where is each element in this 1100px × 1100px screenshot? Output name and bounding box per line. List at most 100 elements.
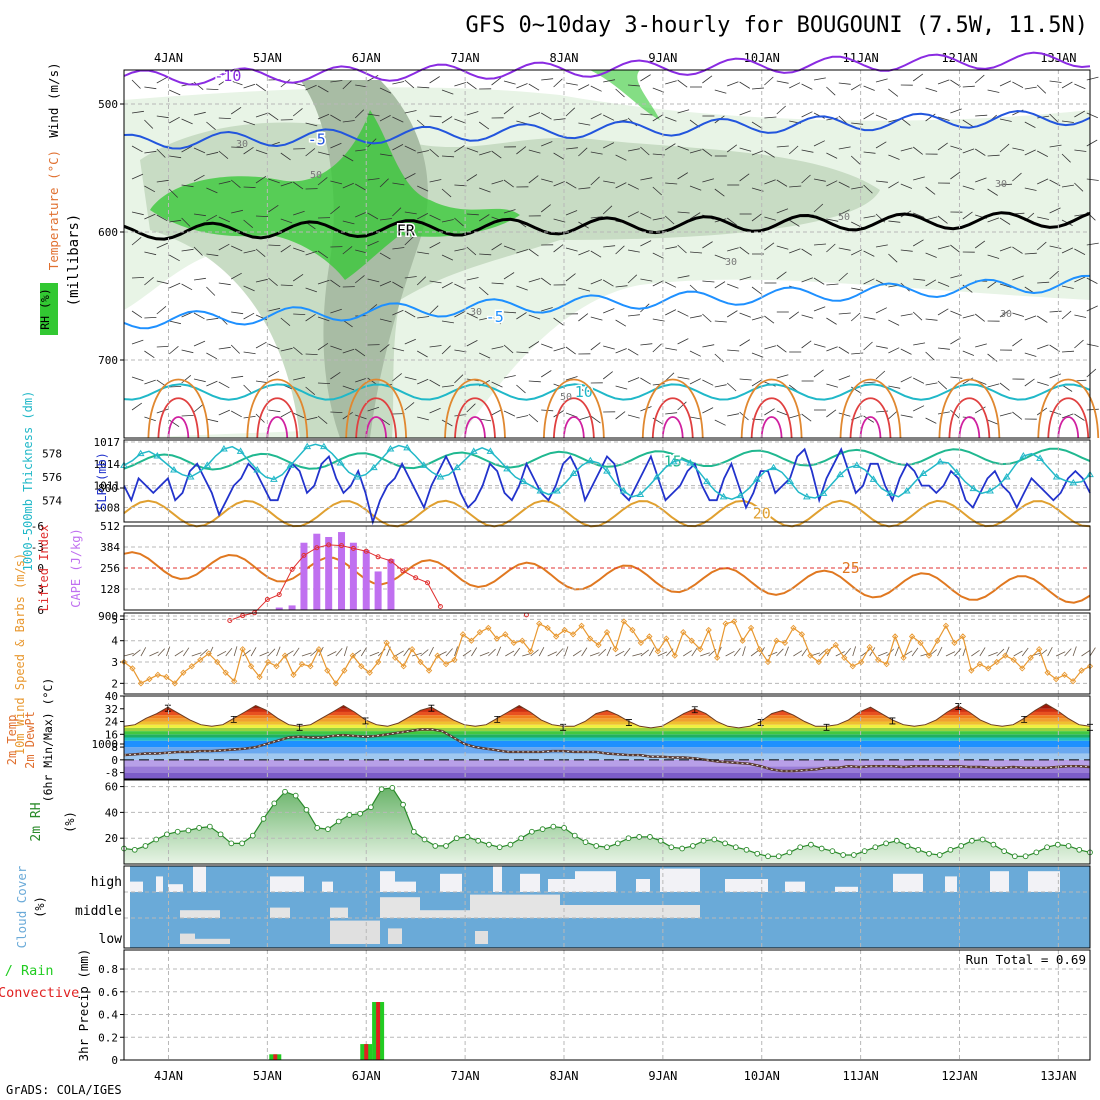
cloud-high-block <box>1028 871 1060 892</box>
rh-marker <box>529 828 535 835</box>
rh-marker <box>872 844 879 851</box>
wind-barb <box>330 80 343 83</box>
wind-barb <box>1047 647 1053 657</box>
wind-barb <box>912 146 923 155</box>
wind-barb <box>193 147 206 154</box>
wind-barb <box>875 114 888 120</box>
date-label-bottom: 8JAN <box>550 1069 579 1083</box>
wind-speed-marker <box>417 658 424 666</box>
wind-speed-marker <box>908 633 916 640</box>
rh-marker <box>282 788 288 795</box>
wind-barb <box>255 215 269 217</box>
thickness-marker <box>1002 473 1011 480</box>
wind-barb <box>665 80 677 85</box>
temperature-contour <box>958 416 981 439</box>
rh-marker <box>486 841 492 848</box>
temp-band <box>124 724 1090 728</box>
wind-speed-marker <box>180 669 187 676</box>
wind-barb <box>987 254 1000 259</box>
wind-speed-marker <box>1019 665 1026 672</box>
wind-barb <box>441 345 451 355</box>
wind-barb <box>491 346 504 350</box>
wind-barb <box>1012 246 1023 254</box>
thickness-marker <box>469 447 478 454</box>
temperature-contour <box>760 416 783 439</box>
wind-barb <box>555 648 564 657</box>
wind-barb <box>1086 368 1097 378</box>
wind-barb <box>454 283 466 290</box>
wind-barb <box>255 175 267 184</box>
rh-marker <box>765 853 771 860</box>
wind-barb <box>776 145 789 148</box>
wind-barb <box>530 649 539 657</box>
wind-barb <box>1037 281 1050 284</box>
wind-barb <box>590 250 602 258</box>
wind-barb <box>852 646 857 657</box>
thickness-marker <box>719 492 728 500</box>
wind-barb <box>937 215 948 224</box>
wind-barb <box>565 147 578 150</box>
wind-barb <box>590 151 603 155</box>
thickness-marker <box>753 475 761 482</box>
wind-barb <box>218 243 230 251</box>
wind-barb <box>1081 650 1091 657</box>
wind-barb <box>975 343 987 348</box>
wind-barb <box>131 211 144 216</box>
wind-speed-marker <box>561 626 568 634</box>
wind-barb <box>888 253 898 263</box>
wind-barb <box>683 650 692 657</box>
wind-barb <box>1061 184 1074 188</box>
temperature-line <box>123 703 1091 729</box>
wind-barb <box>144 317 157 319</box>
tick-label: 600 <box>98 226 118 239</box>
wind-barb <box>230 344 240 354</box>
wind-barb <box>950 310 962 316</box>
rh-marker <box>883 840 889 847</box>
temp-band <box>124 759 1090 767</box>
rh-marker <box>174 828 181 835</box>
rh-marker <box>550 823 557 830</box>
wind-barb <box>1074 314 1087 318</box>
wind-barb <box>547 651 557 657</box>
wind-barb <box>912 73 924 82</box>
wind-barb <box>553 218 566 223</box>
wind-barb <box>429 305 439 315</box>
wind-speed-marker <box>807 652 814 659</box>
wind-barb <box>538 647 545 657</box>
temperature-contour-label: -5 <box>308 130 326 148</box>
rh-marker <box>421 836 428 843</box>
wind-barb <box>999 217 1011 225</box>
wind-barb <box>759 647 765 657</box>
cape-bar <box>362 550 370 610</box>
wind-barb <box>565 247 578 252</box>
wind-barb <box>677 401 687 411</box>
wind-barb <box>193 81 204 91</box>
wind-barb <box>925 113 936 122</box>
wind-barb <box>987 217 1000 223</box>
wind-barb <box>911 647 919 657</box>
wind-barb <box>974 313 985 322</box>
temperature-contour <box>355 397 398 439</box>
wind-barb <box>950 108 962 114</box>
wind-barb <box>243 120 256 126</box>
wind-barb <box>181 248 194 252</box>
cloud-high-block <box>493 866 502 892</box>
wind-barb <box>652 114 664 122</box>
temp-minmax-bar <box>955 703 962 710</box>
temperature-contour <box>256 397 299 439</box>
temp-minmax-bar <box>625 719 632 726</box>
thickness-marker <box>270 475 278 482</box>
wind-barb <box>243 219 254 229</box>
wind-barb <box>553 347 566 352</box>
wind-speed-marker <box>349 652 356 659</box>
wind-barb <box>987 188 998 196</box>
thickness-marker <box>236 447 245 454</box>
wind-barb <box>317 151 330 156</box>
wind-barb <box>206 380 218 387</box>
temp-band <box>124 766 1090 773</box>
wind-barb <box>640 146 650 156</box>
wind-speed-marker <box>875 656 882 664</box>
wind-barb <box>255 112 268 118</box>
wind-barb <box>516 146 527 155</box>
